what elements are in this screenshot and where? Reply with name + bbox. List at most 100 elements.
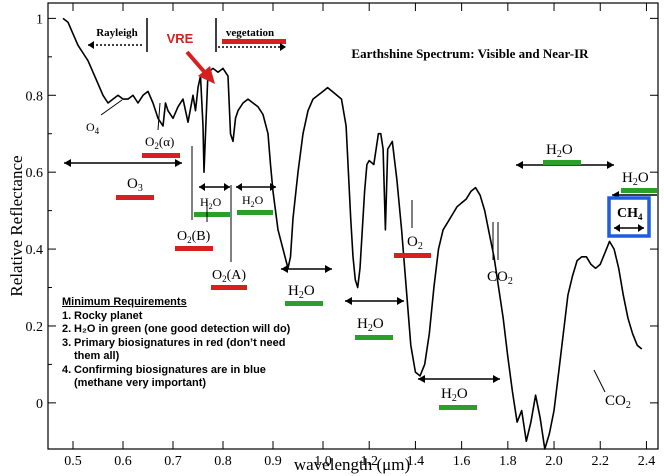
o2-alpha-leader: [157, 102, 161, 131]
requirement-text: H₂O in green (one good detection will do…: [74, 323, 291, 335]
requirement-item: 4. Confirming biosignatures are in blue (…: [62, 364, 312, 391]
h2o-c-suffix: O: [304, 283, 315, 299]
o3-subscript: 3: [138, 183, 143, 194]
o2-alpha-bar: [142, 153, 180, 158]
co2-a-annotation: CO2: [487, 222, 513, 287]
h2o-f-annotation: H2O: [516, 142, 614, 169]
o4-text: O: [86, 120, 95, 134]
o3-text: O: [127, 176, 138, 192]
y-tick-label: 0.2: [26, 320, 44, 335]
plot-frame: [47, 2, 659, 450]
co2-a-subscript: 2: [508, 276, 513, 287]
rayleigh-arrowhead: [88, 41, 94, 49]
requirement-item: 1. Rocky planet: [62, 310, 312, 324]
x-tick-label: 2.0: [545, 454, 563, 469]
h2o-a-arrowhead-left: [199, 183, 205, 191]
h2o-e-arrowhead-right: [493, 375, 500, 383]
o2-b-annotation: O 2 (B): [175, 200, 213, 251]
h2o-e-bar: [439, 405, 477, 410]
vre-arrow: [185, 50, 209, 77]
h2o-g-annotation: H2O: [612, 170, 657, 199]
o2-alpha-text: O: [145, 134, 154, 149]
o3-arrowhead-right: [175, 159, 182, 167]
o2-ir-subscript: 2: [418, 241, 423, 252]
h2o-e-text: H: [441, 386, 452, 402]
ch4-text: CH: [617, 206, 638, 221]
h2o-d-arrowhead-right: [397, 297, 404, 305]
o4-leader: [100, 99, 123, 116]
h2o-b-text: H: [242, 193, 251, 207]
rayleigh-annotation: Rayleigh: [88, 18, 148, 52]
h2o-a-subscript: 2: [209, 202, 213, 211]
o3-annotation: O3: [64, 159, 182, 200]
o2-a-suffix: (A): [227, 268, 247, 283]
h2o-c-label: H2O: [288, 283, 315, 301]
x-tick-label: 0.7: [164, 454, 182, 469]
requirements-heading: Minimum Requirements: [62, 296, 187, 308]
o2-ir-annotation: O2: [394, 200, 431, 258]
x-tick-label: 0.6: [114, 454, 132, 469]
h2o-b-arrowhead-left: [236, 183, 242, 191]
h2o-f-suffix: O: [562, 142, 573, 158]
x-tick-label: 1.4: [407, 454, 425, 469]
o2-alpha-suffix: (α): [159, 134, 174, 149]
h2o-d-text: H: [357, 316, 368, 332]
requirement-item: 2. H₂O in green (one good detection will …: [62, 323, 312, 337]
h2o-c-arrowhead-right: [325, 265, 332, 273]
o2-b-label: O2(B): [177, 229, 211, 245]
h2o-a-arrowhead-right: [224, 183, 230, 191]
h2o-f-arrowhead-right: [607, 161, 614, 169]
o2-b-suffix: (B): [192, 229, 211, 244]
requirement-number: 2.: [62, 323, 72, 335]
x-tick-label: 0.5: [64, 454, 82, 469]
ch4-annotation: CH4: [607, 196, 651, 238]
co2-b-text: CO: [605, 393, 626, 409]
h2o-e-suffix: O: [457, 386, 468, 402]
requirement-number: 1.: [62, 309, 72, 322]
vre-annotation: VRE: [167, 31, 215, 84]
h2o-b-arrowhead-right: [270, 183, 276, 191]
h2o-d-arrowhead-left: [345, 297, 352, 305]
x-tick-label: 2.2: [591, 454, 609, 469]
x-tick-label: 1.0: [314, 454, 332, 469]
h2o-g-bar: [621, 188, 657, 193]
h2o-g-text: H: [622, 170, 633, 186]
ch4-subscript: 4: [638, 212, 643, 222]
o3-bar: [116, 195, 154, 200]
o2-alpha-subscript: 2: [154, 141, 159, 151]
h2o-e-arrowhead-left: [418, 375, 425, 383]
co2-b-annotation: CO2: [593, 369, 631, 411]
h2o-g-label: H2O: [622, 170, 649, 188]
x-tick-label: 1.8: [499, 454, 517, 469]
x-tick-label: 2.4: [638, 454, 656, 469]
rayleigh-label: Rayleigh: [96, 27, 138, 39]
o3-label: O3: [127, 176, 143, 194]
h2o-c-annotation: H2O: [281, 265, 332, 306]
h2o-c-arrowhead-left: [281, 265, 288, 273]
o2-ir-text: O: [407, 234, 418, 250]
o4-label: O4: [86, 120, 100, 136]
y-tick-label: 0: [36, 397, 43, 412]
h2o-c-bar: [285, 301, 323, 306]
o2-a-annotation: O 2 (A): [211, 185, 247, 290]
o2-a-text: O: [212, 268, 222, 283]
h2o-e-annotation: H2O: [418, 375, 500, 410]
requirement-text: Rocky planet: [74, 309, 143, 322]
vegetation-arrowhead: [280, 43, 286, 51]
vegetation-bar: [222, 39, 286, 44]
h2o-b-bar: [237, 210, 273, 215]
o4-annotation: O4: [86, 99, 123, 136]
y-tick-label: 0.8: [26, 89, 44, 104]
h2o-f-subscript: 2: [557, 149, 562, 160]
o2-b-text: O: [177, 229, 187, 244]
chart-title: Earthshine Spectrum: Visible and Near-IR: [351, 46, 589, 61]
h2o-f-text: H: [546, 142, 557, 158]
h2o-g-subscript: 2: [633, 177, 638, 188]
requirement-number: 4.: [62, 363, 72, 376]
h2o-f-label: H2O: [546, 142, 573, 160]
co2-a-label: CO2: [487, 269, 513, 287]
y-tick-label: 1: [36, 12, 43, 27]
ch4-label: CH4: [617, 206, 643, 222]
h2o-f-arrowhead-left: [516, 161, 523, 169]
